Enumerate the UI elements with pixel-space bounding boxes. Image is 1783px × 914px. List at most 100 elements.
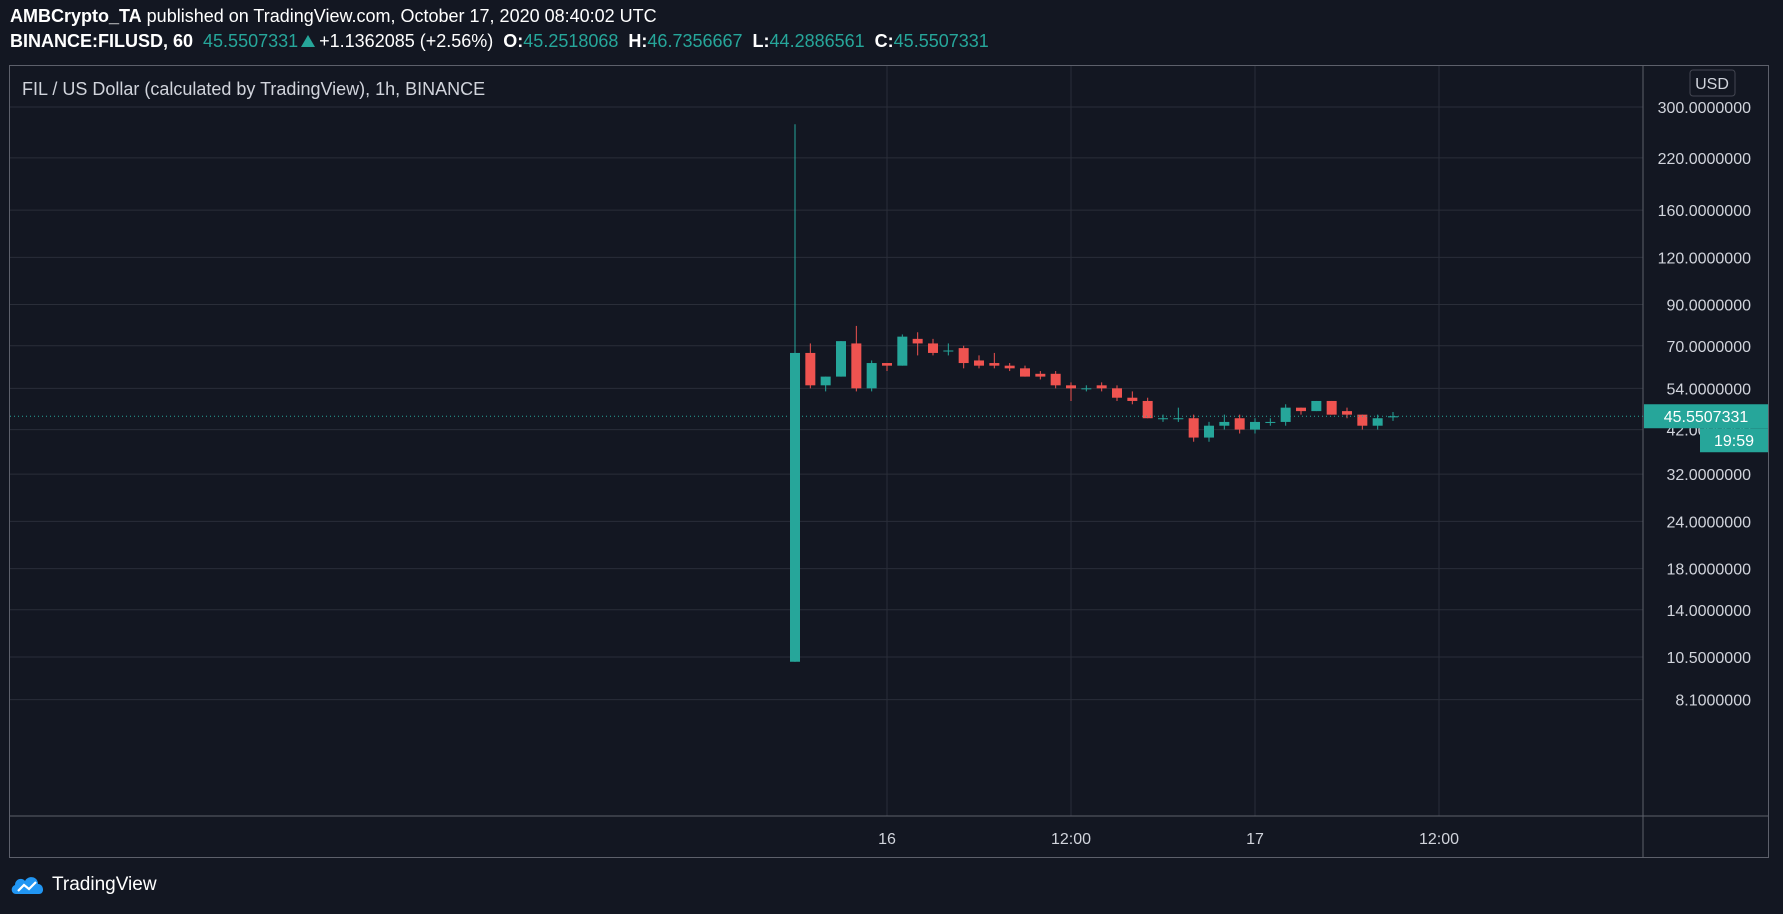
y-tick-label: 400.0000000 bbox=[1658, 66, 1752, 70]
candle bbox=[882, 363, 892, 372]
candle bbox=[974, 355, 984, 369]
candle-body bbox=[1081, 388, 1092, 390]
candle-body bbox=[1265, 421, 1276, 423]
candle-body bbox=[943, 350, 954, 352]
candle-body bbox=[897, 336, 908, 366]
candle-body bbox=[928, 343, 938, 353]
currency-button[interactable]: USD bbox=[1689, 69, 1736, 97]
candle bbox=[1020, 365, 1030, 377]
open-label: O: bbox=[503, 31, 524, 51]
tradingview-logo[interactable]: TradingView bbox=[10, 874, 157, 896]
y-tick-label: 300.0000000 bbox=[1658, 100, 1752, 117]
candle-body bbox=[836, 341, 846, 377]
candle-body bbox=[1066, 385, 1076, 389]
author-name[interactable]: AMBCrypto_TA bbox=[10, 6, 142, 26]
candle-body bbox=[1357, 414, 1368, 426]
candle bbox=[1173, 407, 1184, 422]
candle-body bbox=[1020, 368, 1030, 377]
candle-body bbox=[974, 360, 984, 366]
last-price-label: 45.5507331 bbox=[1664, 409, 1749, 426]
price-change: +1.1362085 (+2.56%) bbox=[319, 31, 494, 51]
candle bbox=[790, 124, 800, 662]
y-tick-label: 18.0000000 bbox=[1666, 562, 1751, 579]
countdown-tag bbox=[1700, 428, 1768, 453]
candle-body bbox=[790, 352, 800, 662]
candle bbox=[1050, 371, 1061, 389]
candle bbox=[1158, 414, 1168, 422]
candle-body bbox=[1311, 400, 1322, 412]
candle bbox=[1142, 397, 1153, 419]
candle-body bbox=[1158, 418, 1168, 420]
candle bbox=[1112, 385, 1122, 401]
candle-body bbox=[1296, 407, 1306, 412]
candle bbox=[836, 341, 846, 377]
y-tick-label: 14.0000000 bbox=[1666, 603, 1751, 620]
candle-body bbox=[989, 363, 1000, 366]
candle bbox=[912, 332, 923, 356]
y-tick-label: 10.5000000 bbox=[1666, 650, 1751, 667]
y-tick-label: 70.0000000 bbox=[1666, 339, 1751, 356]
candle-body bbox=[1280, 407, 1291, 422]
candle-body bbox=[1250, 421, 1260, 430]
candle-body bbox=[912, 338, 923, 344]
last-price-tag bbox=[1644, 404, 1768, 429]
ohlc-line: BINANCE:FILUSD, 60 45.5507331 +1.1362085 … bbox=[10, 31, 989, 52]
currency-label: USD bbox=[1695, 76, 1729, 93]
low-value: 44.2886561 bbox=[769, 31, 865, 51]
x-tick-label: 12:00 bbox=[1051, 831, 1091, 848]
candle bbox=[989, 352, 1000, 369]
candle-body bbox=[1234, 418, 1245, 430]
y-tick-label: 160.0000000 bbox=[1658, 203, 1752, 220]
y-tick-label: 120.0000000 bbox=[1658, 250, 1752, 267]
candle bbox=[820, 376, 831, 392]
candle-body bbox=[1112, 388, 1122, 398]
y-tick-label: 220.0000000 bbox=[1658, 151, 1752, 168]
candle bbox=[1311, 400, 1322, 412]
publish-info: published on TradingView.com, October 17… bbox=[141, 6, 657, 26]
y-tick-label: 90.0000000 bbox=[1666, 298, 1751, 315]
candle bbox=[1081, 385, 1092, 392]
y-tick-label: 8.1000000 bbox=[1675, 693, 1751, 710]
candle-body bbox=[1326, 400, 1337, 415]
candle-body bbox=[1142, 400, 1153, 419]
candle-body bbox=[866, 363, 877, 389]
candle-body bbox=[851, 343, 862, 389]
candle bbox=[866, 360, 877, 392]
candle-body bbox=[1388, 416, 1398, 418]
x-tick-label: 17 bbox=[1246, 831, 1264, 848]
candle bbox=[1372, 414, 1383, 430]
y-tick-label: 24.0000000 bbox=[1666, 514, 1751, 531]
candle bbox=[805, 343, 816, 389]
candle bbox=[1250, 418, 1260, 434]
candle-body bbox=[805, 352, 816, 386]
candle bbox=[1066, 382, 1076, 401]
candle bbox=[1326, 400, 1337, 415]
candle bbox=[958, 345, 969, 369]
candle bbox=[1388, 412, 1398, 421]
candle bbox=[1280, 404, 1291, 426]
candle-body bbox=[1004, 365, 1015, 369]
brand-name: TradingView bbox=[52, 874, 157, 895]
close-value: 45.5507331 bbox=[893, 31, 989, 51]
candle-body bbox=[820, 376, 831, 386]
candle-body bbox=[1372, 418, 1383, 426]
candle-body bbox=[1096, 385, 1107, 389]
candle bbox=[928, 338, 938, 356]
last-price: 45.5507331 bbox=[203, 31, 299, 51]
candle bbox=[1127, 391, 1138, 405]
candle bbox=[1035, 371, 1046, 380]
y-tick-label: 32.0000000 bbox=[1666, 467, 1751, 484]
candle-body bbox=[1204, 425, 1214, 438]
y-tick-label: 54.0000000 bbox=[1666, 381, 1751, 398]
candle bbox=[1265, 418, 1276, 426]
candlestick-chart[interactable]: 400.0000000 300.0000000 220.0000000 160.000… bbox=[10, 66, 1768, 857]
candle-body bbox=[1342, 411, 1352, 415]
symbol-label: BINANCE:FILUSD, 60 bbox=[10, 31, 194, 51]
cloud-logo-icon bbox=[11, 877, 44, 894]
candle-body bbox=[1127, 397, 1138, 401]
chart-frame: 400.0000000 300.0000000 220.0000000 160.000… bbox=[9, 65, 1769, 858]
candle bbox=[851, 325, 862, 392]
x-tick-label: 16 bbox=[878, 831, 896, 848]
candle-body bbox=[882, 363, 892, 366]
candle-body bbox=[1050, 373, 1061, 386]
